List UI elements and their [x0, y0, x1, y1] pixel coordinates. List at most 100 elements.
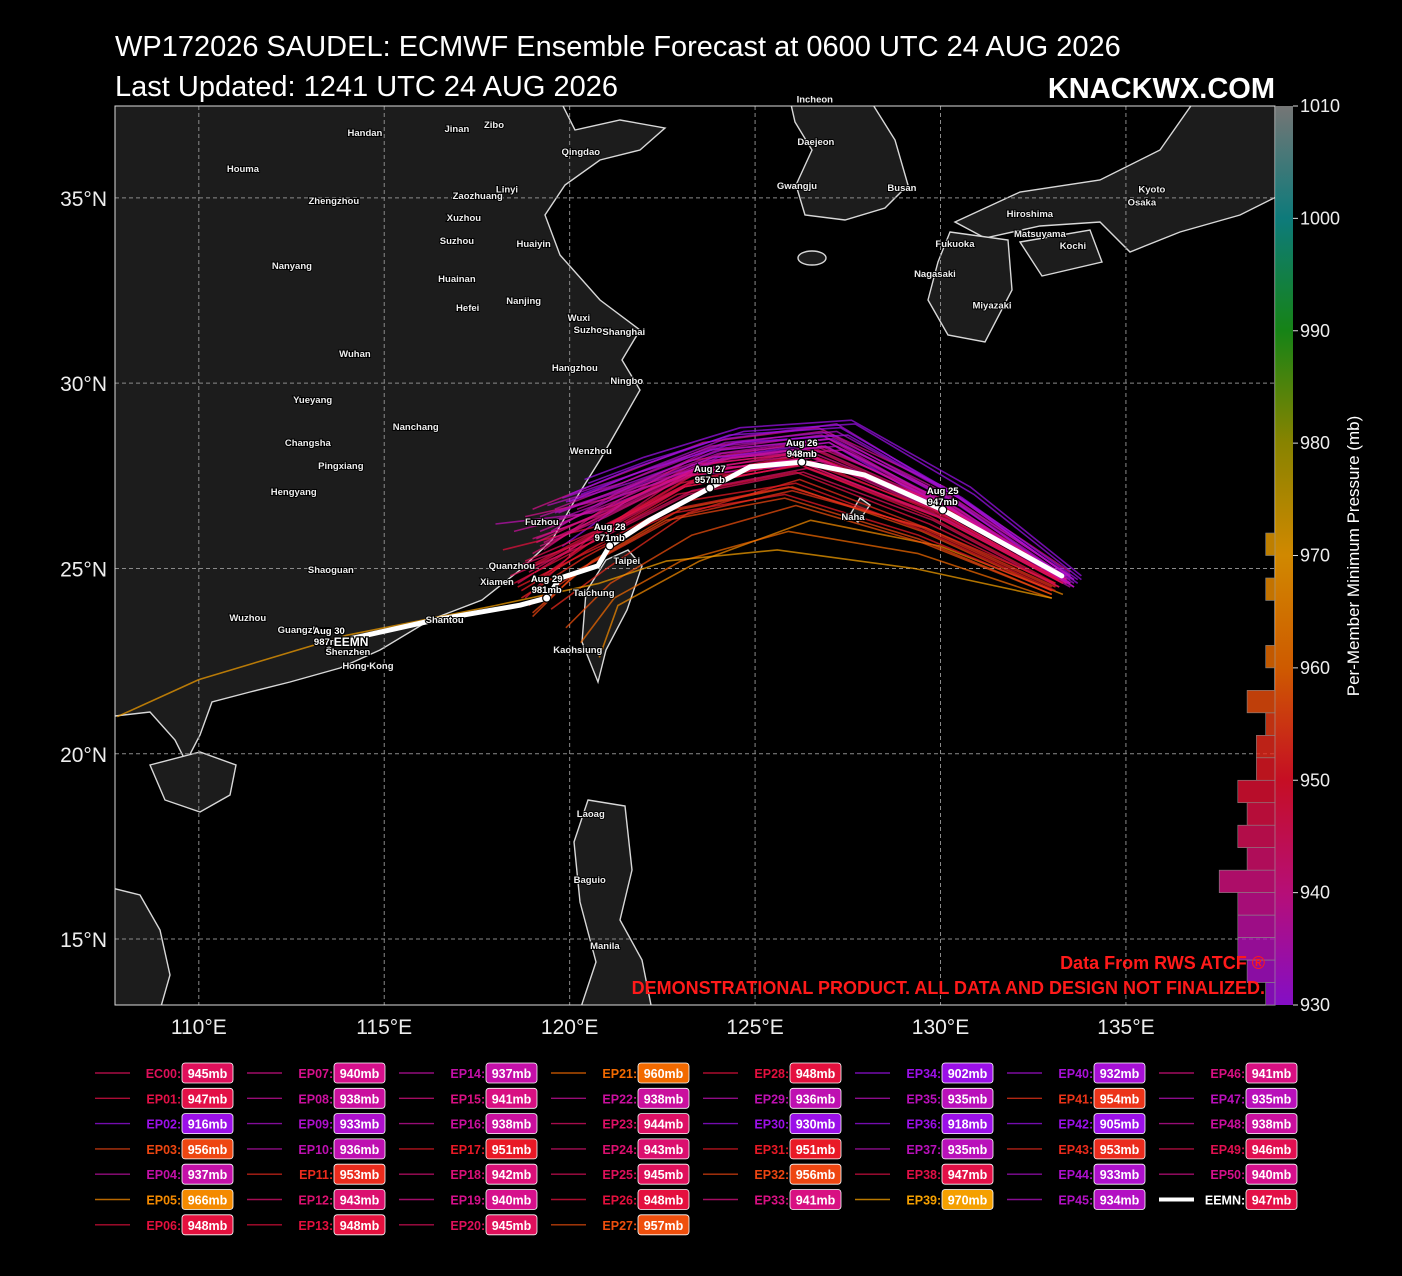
- legend-name: EP30: [754, 1118, 785, 1132]
- city-dot: [814, 140, 818, 144]
- legend-pressure-label: 935mb: [1252, 1092, 1292, 1106]
- x-tick-label: 110°E: [171, 1016, 227, 1039]
- legend-separator: :: [1241, 1194, 1245, 1208]
- legend-pressure-box: [333, 1138, 386, 1160]
- legend-pressure-box: [181, 1163, 234, 1185]
- legend-pressure-label: 947mb: [188, 1092, 228, 1106]
- legend-pressure-label: 933mb: [1100, 1168, 1140, 1182]
- city-dot: [522, 299, 525, 303]
- legend-separator: :: [633, 1092, 637, 1106]
- legend-name: EP08: [298, 1092, 329, 1106]
- mean-point-pressure: 981mb: [532, 585, 562, 596]
- histogram-bar: [1265, 532, 1276, 556]
- city-label: Matsuyama: [1014, 229, 1066, 240]
- legend-pressure-box: [637, 1113, 690, 1134]
- city-dot: [346, 650, 350, 654]
- city-dot: [443, 618, 446, 622]
- legend-name: EC00: [146, 1067, 177, 1081]
- legend-name: EP04: [146, 1168, 177, 1182]
- city-label: Wenzhou: [570, 446, 612, 457]
- legend-pressure-box: [1093, 1138, 1146, 1160]
- y-tick-label: 20°N: [60, 744, 107, 767]
- city-label: Hangzhou: [552, 363, 598, 374]
- member-track: [528, 460, 1060, 581]
- mean-point-date: Aug 30: [313, 626, 345, 637]
- member-track: [587, 423, 1082, 581]
- axes: 110°E 115°E 120°E 125°E 130°E 135°E 15°N 20°N 25…: [60, 188, 1155, 1039]
- legend-pressure-label: 935mb: [948, 1143, 988, 1157]
- city-dot: [622, 330, 625, 334]
- city-dot: [1071, 244, 1075, 248]
- legend-separator: :: [937, 1118, 941, 1132]
- mean-point-pressure: 948mb: [787, 449, 817, 460]
- legend-pressure-label: 953mb: [1100, 1143, 1140, 1157]
- legend-pressure-label: 948mb: [644, 1194, 684, 1208]
- city-dot: [589, 812, 592, 816]
- legend-pressure-label: 956mb: [796, 1168, 836, 1182]
- legend-separator: :: [937, 1168, 941, 1182]
- city-label: Linyi: [496, 185, 518, 196]
- city-label: Shantou: [426, 615, 464, 626]
- city-label: Quanzhou: [489, 561, 536, 572]
- city-label: Kyoto: [1138, 185, 1165, 196]
- legend-pressure-box: [1245, 1113, 1298, 1134]
- legend-pressure-box: [941, 1113, 994, 1134]
- legend-name: EP24: [602, 1143, 633, 1157]
- legend-separator: :: [329, 1143, 333, 1157]
- city-label: Wuhan: [339, 349, 371, 360]
- colorbar-tick-label: 940: [1300, 883, 1330, 903]
- legend-pressure-box: [637, 1189, 690, 1210]
- legend-pressure-box: [789, 1062, 842, 1084]
- y-tick-label: 25°N: [60, 558, 107, 581]
- mean-point: [938, 505, 948, 515]
- legend-name: EP36: [906, 1118, 937, 1132]
- city-label: Zibo: [484, 120, 504, 131]
- legend-pressure-label: 938mb: [644, 1092, 684, 1106]
- member-track: [116, 549, 1052, 718]
- brand: KNACKWX.COM: [1048, 73, 1275, 105]
- legend-separator: :: [1241, 1067, 1245, 1081]
- colorbar-tick-label: 990: [1300, 321, 1330, 341]
- legend-pressure-label: 946mb: [1252, 1143, 1292, 1157]
- member-track: [536, 452, 1068, 581]
- city-dot: [540, 520, 544, 523]
- mean-track-line: [337, 459, 1065, 644]
- city-label: Miyazaki: [973, 301, 1012, 312]
- legend-separator: :: [1241, 1168, 1245, 1182]
- legend-pressure-label: 938mb: [340, 1092, 380, 1106]
- legend-pressure-label: 966mb: [188, 1194, 228, 1208]
- legend-pressure-label: 940mb: [492, 1194, 532, 1208]
- city-label: Taichung: [573, 588, 615, 599]
- member-track: [565, 504, 1053, 629]
- city-label: Changsha: [285, 438, 332, 449]
- city-label: Handan: [348, 128, 383, 139]
- legend-pressure-box: [789, 1087, 842, 1109]
- legend-separator: :: [937, 1067, 941, 1081]
- city-label: Zaozhuang: [453, 191, 503, 202]
- legend-separator: :: [1089, 1194, 1093, 1208]
- legend-name: EP26: [602, 1194, 633, 1208]
- mean-point-date: Aug 29: [531, 574, 563, 585]
- city-label: Huaiyin: [517, 239, 552, 250]
- source-note: Data From RWS ATCF ®: [1060, 953, 1265, 973]
- mean-point-pressure: 987mb: [314, 637, 344, 648]
- legend-separator: :: [633, 1067, 637, 1081]
- member-track: [520, 482, 1056, 592]
- legend-separator: :: [481, 1219, 485, 1233]
- legend-pressure-box: [333, 1113, 386, 1134]
- legend-pressure-box: [941, 1138, 994, 1160]
- land: [573, 799, 652, 1005]
- city-dot: [589, 328, 592, 332]
- legend-separator: :: [1241, 1118, 1245, 1132]
- legend-pressure-box: [485, 1087, 538, 1109]
- legend-name: EP42: [1058, 1118, 1089, 1132]
- land: [790, 106, 909, 221]
- city-dot: [414, 425, 417, 429]
- legend-pressure-label: 948mb: [188, 1219, 228, 1233]
- legend-name: EP47: [1210, 1092, 1241, 1106]
- legend-separator: :: [481, 1143, 485, 1157]
- legend-separator: :: [633, 1168, 637, 1182]
- legend-name: EP14: [450, 1067, 481, 1081]
- legend-pressure-label: 970mb: [948, 1194, 988, 1208]
- member-track: [558, 438, 1071, 577]
